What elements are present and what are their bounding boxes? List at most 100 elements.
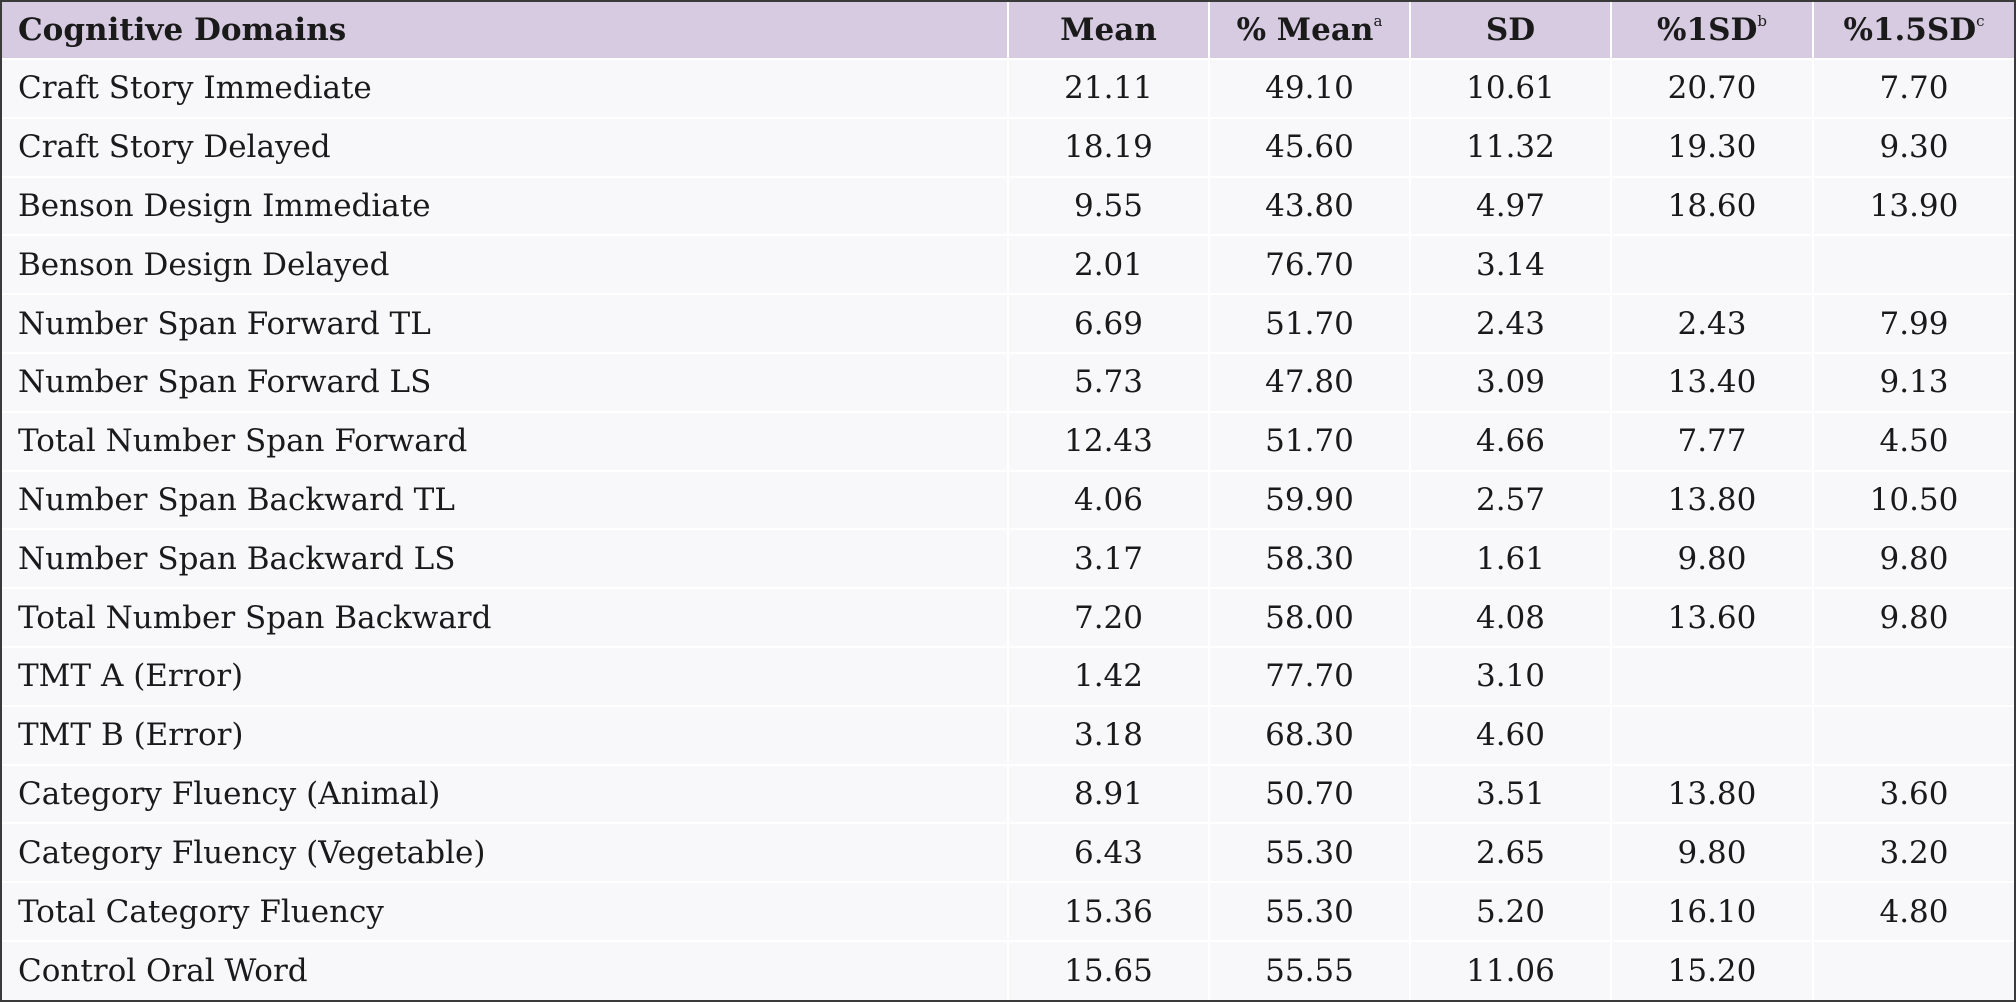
cell-percent-1sd — [1611, 235, 1814, 296]
table-row: Category Fluency (Vegetable) 6.43 55.30 2.6… — [2, 823, 2014, 884]
cell-percent-mean: 59.90 — [1209, 470, 1411, 531]
cell-percent-1sd: 13.40 — [1611, 352, 1814, 413]
cell-percent-1-5sd: 9.80 — [1813, 588, 2014, 648]
cell-percent-1sd: 13.80 — [1611, 470, 1814, 531]
cell-sd: 11.06 — [1410, 940, 1612, 1000]
cell-percent-1-5sd: 9.80 — [1813, 529, 2014, 590]
cell-percent-mean: 68.30 — [1209, 705, 1411, 766]
cell-domain: Category Fluency (Vegetable) — [2, 823, 1009, 884]
cell-percent-1sd: 9.80 — [1611, 529, 1814, 590]
cell-percent-1sd — [1611, 705, 1814, 766]
cell-percent-1-5sd — [1813, 705, 2014, 766]
table-row: Total Number Span Forward 12.43 51.70 4.66 7… — [2, 411, 2014, 472]
cell-sd: 3.14 — [1410, 235, 1612, 296]
cell-mean: 3.17 — [1008, 529, 1210, 590]
table-row: Number Span Backward TL 4.06 59.90 2.57 13.8… — [2, 470, 2014, 531]
cell-percent-1sd: 9.80 — [1611, 823, 1814, 884]
cell-sd: 3.09 — [1410, 352, 1612, 413]
cell-sd: 4.08 — [1410, 588, 1612, 648]
cell-domain: Craft Story Delayed — [2, 117, 1009, 178]
cell-percent-1sd: 16.10 — [1611, 882, 1814, 942]
cell-mean: 15.36 — [1008, 882, 1210, 942]
header-label: %1SD — [1657, 12, 1758, 48]
cell-domain: Number Span Forward TL — [2, 294, 1009, 354]
cell-percent-mean: 45.60 — [1209, 117, 1411, 178]
cell-sd: 3.10 — [1410, 646, 1612, 707]
header-label: Mean — [1060, 12, 1157, 48]
cell-percent-1sd: 13.80 — [1611, 764, 1814, 825]
cell-mean: 15.65 — [1008, 940, 1210, 1000]
cell-percent-mean: 55.30 — [1209, 823, 1411, 884]
cell-sd: 10.61 — [1410, 59, 1612, 119]
cell-sd: 2.65 — [1410, 823, 1612, 884]
table-row: Number Span Forward LS 5.73 47.80 3.09 13.40… — [2, 352, 2014, 413]
header-label: %1.5SD — [1843, 12, 1977, 48]
table-row: TMT B (Error) 3.18 68.30 4.60 — [2, 705, 2014, 766]
header-footnote-marker: c — [1976, 12, 1985, 30]
header-mean: Mean — [1008, 2, 1210, 60]
cell-domain: Control Oral Word — [2, 940, 1009, 1000]
cell-percent-1-5sd: 3.60 — [1813, 764, 2014, 825]
cell-domain: TMT B (Error) — [2, 705, 1009, 766]
cell-percent-1-5sd — [1813, 941, 2014, 1000]
cell-percent-1-5sd: 7.70 — [1813, 59, 2014, 119]
cell-sd: 2.57 — [1410, 470, 1612, 531]
cell-percent-1-5sd: 13.90 — [1813, 176, 2014, 237]
cell-domain: Total Category Fluency — [2, 882, 1009, 942]
cell-sd: 4.66 — [1410, 411, 1612, 472]
cell-percent-1-5sd: 9.30 — [1813, 117, 2014, 178]
cell-domain: Total Number Span Forward — [2, 411, 1009, 472]
table-row: Control Oral Word 15.65 55.55 11.06 15.20 — [2, 940, 2014, 1000]
cell-percent-mean: 58.30 — [1209, 529, 1411, 590]
cell-percent-1sd: 18.60 — [1611, 176, 1814, 237]
cell-percent-mean: 51.70 — [1209, 411, 1411, 472]
cell-domain: Benson Design Delayed — [2, 235, 1009, 296]
cell-percent-1-5sd: 4.50 — [1813, 411, 2014, 472]
cell-domain: Total Number Span Backward — [2, 588, 1009, 648]
cell-percent-1sd: 7.77 — [1611, 411, 1814, 472]
cell-percent-1-5sd — [1813, 646, 2014, 707]
cell-domain: Number Span Backward LS — [2, 529, 1009, 590]
cell-percent-1-5sd: 9.13 — [1813, 352, 2014, 413]
cell-mean: 7.20 — [1008, 588, 1210, 648]
header-footnote-marker: a — [1373, 12, 1383, 30]
table-row: Craft Story Immediate 21.11 49.10 10.61 20.7… — [2, 59, 2014, 119]
table-row: Total Category Fluency 15.36 55.30 5.20 16.1… — [2, 882, 2014, 942]
cell-percent-mean: 58.00 — [1209, 588, 1411, 648]
table-row: TMT A (Error) 1.42 77.70 3.10 — [2, 646, 2014, 707]
cell-percent-mean: 55.30 — [1209, 882, 1411, 942]
cell-percent-mean: 47.80 — [1209, 352, 1411, 413]
cell-mean: 2.01 — [1008, 235, 1210, 296]
cell-percent-1-5sd: 10.50 — [1813, 470, 2014, 531]
table-row: Total Number Span Backward 7.20 58.00 4.08 1… — [2, 588, 2014, 648]
cell-percent-mean: 50.70 — [1209, 764, 1411, 825]
header-row: Cognitive Domains Mean% Meana SD %1SDb %1.5S… — [2, 2, 2014, 60]
header-percent-1sd: %1SDb — [1611, 2, 1814, 60]
header-sd: SD — [1410, 2, 1612, 60]
cell-percent-1sd: 13.60 — [1611, 588, 1814, 648]
table-header: Cognitive Domains Mean% Meana SD %1SDb %1.5S… — [2, 2, 2014, 60]
cell-domain: Craft Story Immediate — [2, 59, 1009, 119]
cell-percent-1sd: 2.43 — [1611, 294, 1814, 354]
cell-mean: 8.91 — [1008, 764, 1210, 825]
cell-mean: 6.69 — [1008, 294, 1210, 354]
cell-domain: Number Span Forward LS — [2, 352, 1009, 413]
cell-percent-1-5sd: 3.20 — [1813, 823, 2014, 884]
cell-sd: 4.60 — [1410, 705, 1612, 766]
cell-percent-1-5sd: 7.99 — [1813, 294, 2014, 354]
table-body: Craft Story Immediate 21.11 49.10 10.61 20.7… — [2, 59, 2014, 1000]
cell-mean: 9.55 — [1008, 176, 1210, 237]
cell-mean: 1.42 — [1008, 646, 1210, 707]
cell-percent-1sd: 19.30 — [1611, 117, 1814, 178]
table-row: Craft Story Delayed 18.19 45.60 11.32 19.30 9… — [2, 117, 2014, 178]
cell-percent-mean: 55.55 — [1209, 940, 1411, 1000]
cell-percent-1sd: 15.20 — [1611, 940, 1814, 1000]
cell-sd: 2.43 — [1410, 294, 1612, 354]
cell-mean: 12.43 — [1008, 411, 1210, 472]
header-label: % Mean — [1236, 12, 1374, 48]
cell-mean: 4.06 — [1008, 470, 1210, 531]
header-percent-1-5sd: %1.5SDc — [1813, 2, 2014, 60]
header-footnote-marker: b — [1757, 12, 1767, 30]
table-row: Benson Design Immediate 9.55 43.80 4.97 18.6… — [2, 176, 2014, 237]
